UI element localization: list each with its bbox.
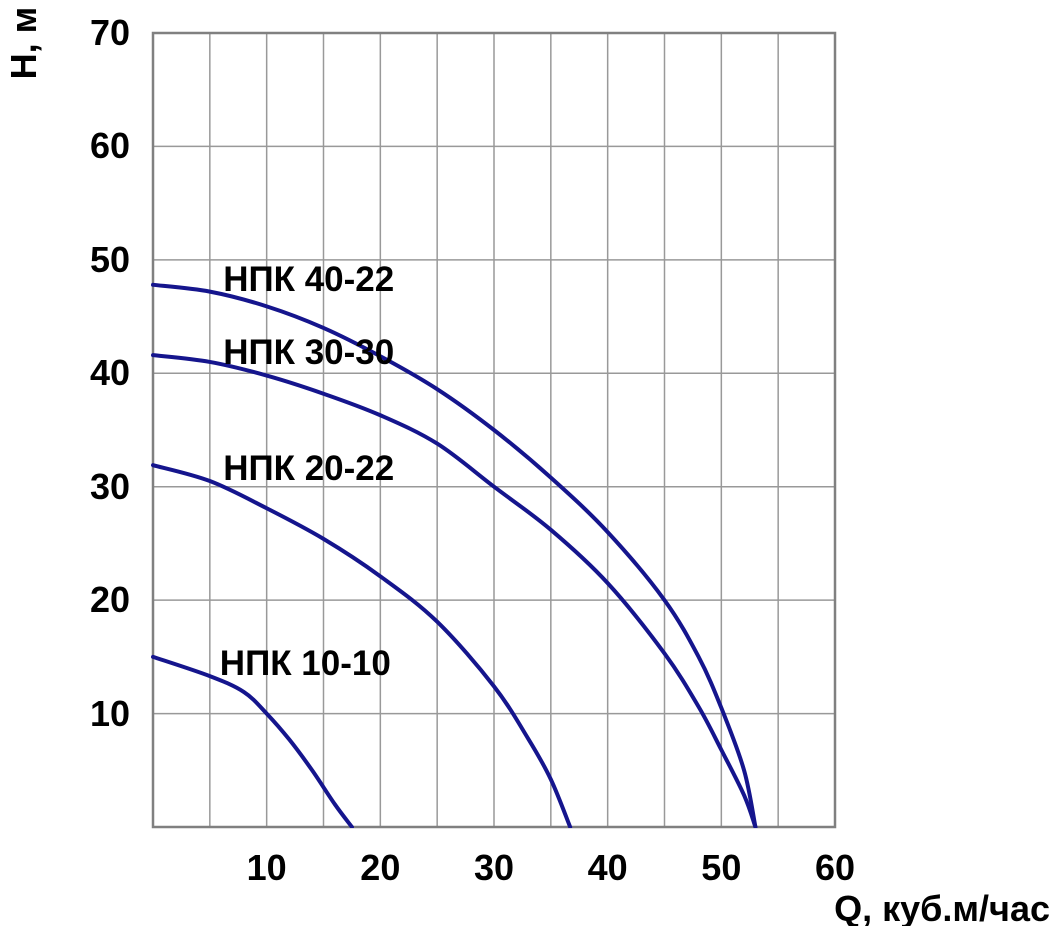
curve-label-3: НПК 10-10 [219, 643, 391, 683]
curve-label-0: НПК 40-22 [223, 260, 395, 300]
y-tick-label: 30 [89, 465, 130, 507]
x-tick-label: 40 [587, 847, 628, 888]
pump-curve-2 [151, 463, 573, 828]
y-tick-label: 40 [89, 352, 130, 394]
y-tick-label: 10 [89, 692, 130, 734]
curve-label-1: НПК 30-30 [223, 332, 395, 372]
x-tick-label: 30 [473, 847, 515, 888]
pump-curve-0 [151, 282, 758, 828]
y-tick-label: 70 [89, 12, 130, 53]
x-tick-label: 10 [246, 847, 287, 888]
x-tick-label: 50 [701, 847, 742, 888]
x-tick-label: 60 [814, 847, 856, 888]
plot-border [151, 31, 837, 829]
pump-curve-1 [151, 353, 758, 828]
y-tick-label: 60 [89, 125, 130, 167]
y-tick-label: 50 [89, 238, 130, 280]
y-tick-label: 20 [89, 579, 130, 621]
x-tick-label: 20 [360, 847, 401, 888]
x-axis-title: Q, куб.м/час [834, 888, 1050, 926]
y-axis-title: Н, м [3, 6, 44, 80]
pump-curve-3 [151, 654, 354, 828]
curve-label-2: НПК 20-22 [223, 448, 395, 488]
